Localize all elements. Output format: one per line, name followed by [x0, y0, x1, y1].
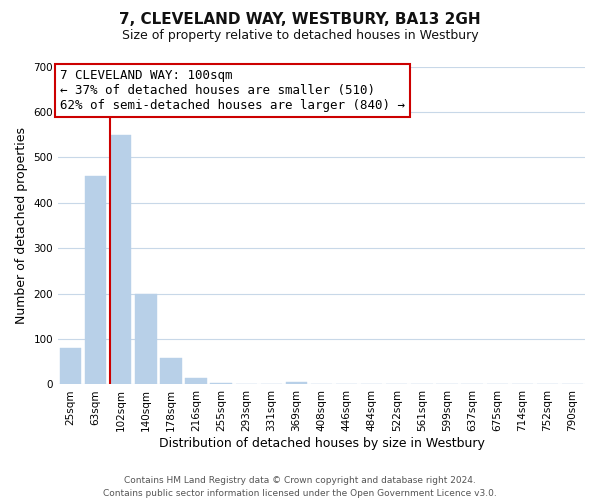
Bar — [211, 383, 232, 384]
Text: Size of property relative to detached houses in Westbury: Size of property relative to detached ho… — [122, 29, 478, 42]
Text: Contains HM Land Registry data © Crown copyright and database right 2024.
Contai: Contains HM Land Registry data © Crown c… — [103, 476, 497, 498]
Bar — [135, 294, 157, 384]
Bar — [286, 382, 307, 384]
Bar — [110, 134, 131, 384]
Bar — [85, 176, 106, 384]
Text: 7 CLEVELAND WAY: 100sqm
← 37% of detached houses are smaller (510)
62% of semi-d: 7 CLEVELAND WAY: 100sqm ← 37% of detache… — [60, 69, 405, 112]
Bar — [60, 348, 81, 385]
Bar — [185, 378, 207, 384]
Bar — [160, 358, 182, 384]
Text: 7, CLEVELAND WAY, WESTBURY, BA13 2GH: 7, CLEVELAND WAY, WESTBURY, BA13 2GH — [119, 12, 481, 28]
X-axis label: Distribution of detached houses by size in Westbury: Distribution of detached houses by size … — [158, 437, 484, 450]
Y-axis label: Number of detached properties: Number of detached properties — [15, 127, 28, 324]
